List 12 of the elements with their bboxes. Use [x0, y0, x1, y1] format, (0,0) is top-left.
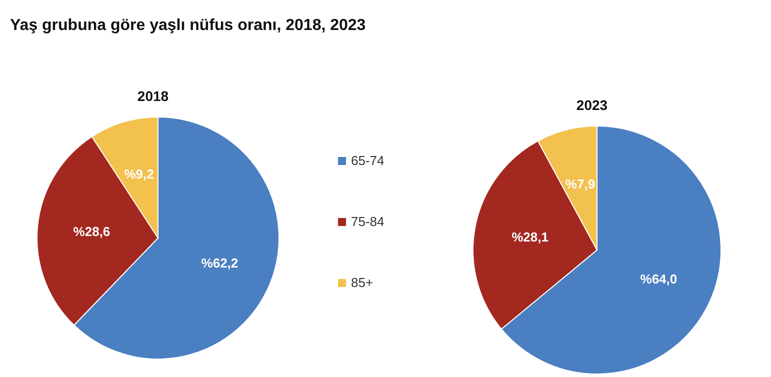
- chart-title: Yaş grubuna göre yaşlı nüfus oranı, 2018, 2023: [10, 17, 366, 35]
- legend-label: 65-74: [351, 153, 384, 168]
- chart-subtitle: 2018: [136, 88, 170, 104]
- data-label: %64,0: [640, 272, 678, 287]
- legend-label: 75-84: [351, 214, 384, 229]
- data-label: %28,1: [512, 230, 548, 245]
- data-label: %7,9: [565, 176, 596, 192]
- chart-title: 2023: [575, 97, 609, 113]
- data-label: %28,6: [73, 224, 110, 240]
- data-label: %9,2: [124, 166, 154, 182]
- data-label: %62,2: [201, 255, 238, 270]
- legend-label: 85+: [351, 275, 374, 290]
